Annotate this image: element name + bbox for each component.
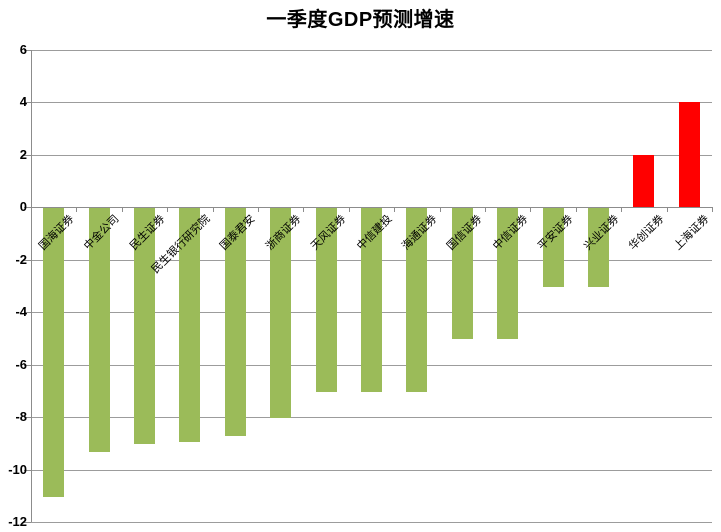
chart-title: 一季度GDP预测增速: [266, 9, 455, 31]
x-axis-tick: [485, 207, 486, 213]
y-axis-tick: [24, 154, 31, 156]
bar: [43, 208, 65, 497]
gridline: [31, 154, 712, 156]
bar: [361, 208, 382, 392]
bar: [678, 102, 700, 208]
y-axis-tick: [24, 469, 31, 471]
x-axis-tick: [31, 207, 32, 213]
bar: [88, 208, 110, 453]
y-axis-tick-label: 4: [19, 94, 27, 110]
y-axis-tick: [24, 50, 31, 51]
bar: [179, 208, 201, 442]
bar: [633, 154, 655, 208]
x-axis-tick: [712, 207, 713, 213]
y-axis-tick-label: -4: [15, 304, 27, 320]
y-axis-tick-label: 0: [19, 199, 27, 215]
y-axis-tick-label: -2: [15, 251, 27, 267]
x-axis-category-label: 华创证券: [626, 213, 667, 253]
y-axis-tick-label: -10: [8, 461, 27, 477]
x-axis-tick: [121, 207, 123, 213]
bar: [315, 208, 337, 392]
x-axis-tick: [212, 207, 214, 213]
y-axis-tick-label: 6: [19, 42, 27, 57]
gridline: [31, 102, 712, 104]
x-axis-tick: [394, 207, 396, 213]
bar: [224, 208, 246, 437]
bar: [588, 208, 609, 287]
gridline: [31, 469, 712, 471]
bar: [134, 208, 155, 445]
y-axis-tick: [24, 259, 31, 261]
bar: [451, 208, 473, 340]
y-axis-tick: [24, 364, 31, 366]
y-axis-tick: [24, 417, 31, 419]
y-axis-tick: [24, 207, 31, 209]
x-axis-category-label: 上海证券: [672, 213, 712, 253]
y-axis-tick: [24, 312, 31, 314]
x-axis-tick: [303, 207, 305, 213]
y-axis-tick: [24, 102, 31, 104]
x-axis-tick: [258, 207, 259, 213]
bar: [406, 208, 428, 392]
x-axis-tick: [76, 207, 78, 213]
bar: [270, 208, 292, 419]
gridline: [31, 417, 712, 419]
y-axis-tick-label: -12: [8, 514, 27, 529]
bar: [497, 208, 519, 340]
gridline: [31, 522, 712, 523]
bar: [542, 208, 564, 287]
x-axis-tick: [575, 207, 577, 213]
y-axis-tick-label: -6: [15, 356, 27, 372]
gridline: [31, 50, 712, 51]
y-axis-tick-label: 2: [19, 146, 27, 162]
y-axis-tick-label: -8: [15, 409, 27, 425]
x-axis-line: [31, 207, 712, 209]
y-axis-tick: [24, 522, 31, 523]
x-axis-tick: [621, 207, 623, 213]
x-axis-tick: [348, 207, 350, 213]
x-axis-tick: [530, 207, 532, 213]
x-axis-tick: [666, 207, 668, 213]
y-axis-line: [31, 50, 32, 522]
x-axis-tick: [167, 207, 169, 213]
x-axis-tick: [439, 207, 441, 213]
